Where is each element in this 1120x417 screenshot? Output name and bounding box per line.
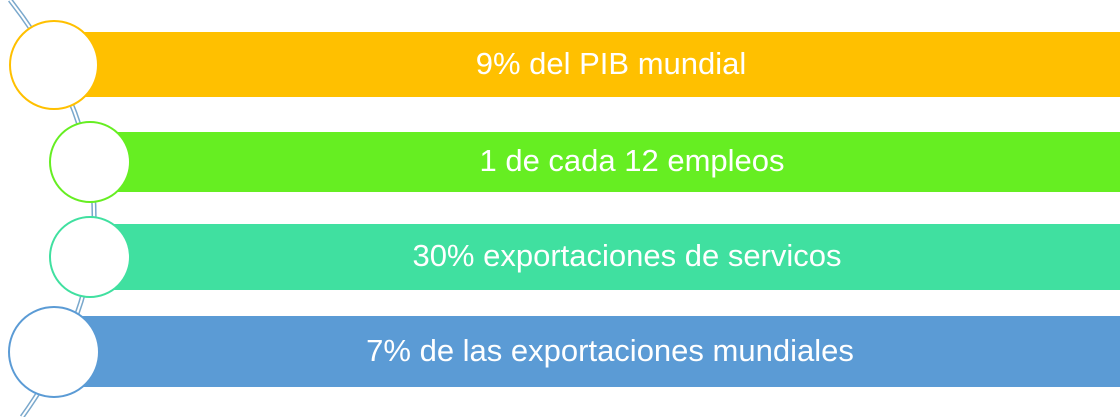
item-label: 1 de cada 12 empleos xyxy=(479,143,784,178)
bar xyxy=(90,224,1120,290)
item-label: 9% del PIB mundial xyxy=(476,46,747,81)
item-label: 7% de las exportaciones mundiales xyxy=(366,333,854,368)
bar xyxy=(54,316,1120,387)
circle xyxy=(8,306,100,398)
bar xyxy=(90,132,1120,192)
bar xyxy=(64,32,1120,97)
circle xyxy=(49,121,131,203)
item-label: 30% exportaciones de servicos xyxy=(412,238,841,273)
circle xyxy=(9,20,99,110)
circle xyxy=(49,216,131,298)
